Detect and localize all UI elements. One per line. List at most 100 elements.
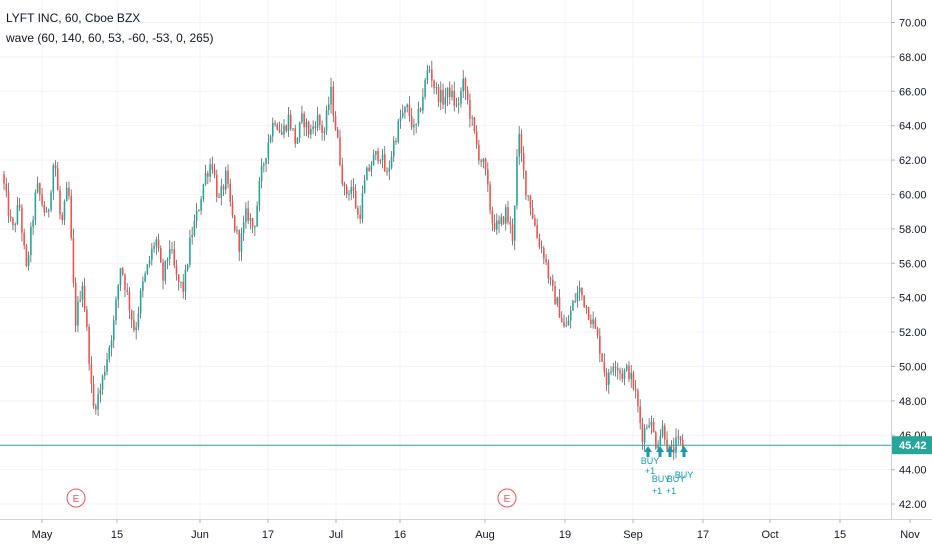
price-tick-label: 54.00 (899, 293, 927, 305)
candle-down (655, 432, 657, 449)
candle-down (590, 319, 592, 325)
candle-down (74, 282, 77, 326)
candle-down (603, 361, 606, 373)
candle-down (585, 306, 588, 308)
candle-up (457, 103, 460, 105)
candle-up (572, 301, 574, 311)
chart-title[interactable]: LYFT INC, 60, Cboe BZX (6, 11, 141, 25)
candle-down (408, 104, 411, 116)
candle-up (390, 156, 393, 168)
buy-signal-count: +1 (652, 486, 662, 496)
last-price-tag: 45.42 (892, 436, 932, 455)
time-tick-label: Aug (475, 529, 495, 541)
candle-up (198, 210, 200, 212)
candle-down (319, 115, 321, 125)
indicator-legend[interactable]: wave (60, 140, 60, 53, -60, -53, 0, 265) (6, 31, 214, 45)
time-tick-label: 17 (262, 529, 274, 541)
time-axis-labels: May 15 Jun 17 Jul 16 Aug 19 Sep 17 Oct 15 Nov (32, 519, 920, 541)
candle-up (623, 370, 626, 379)
candle-up (388, 167, 391, 172)
candle-down (543, 248, 545, 259)
candle-up (296, 137, 299, 144)
candle-up (110, 340, 113, 348)
candle-up (101, 375, 104, 390)
candle-down (466, 90, 469, 100)
candle-up (422, 96, 424, 111)
candle-down (359, 214, 361, 219)
time-tick-label: 15 (111, 529, 123, 541)
candle-down (345, 186, 348, 194)
candle-down (218, 196, 220, 198)
candle-down (666, 439, 668, 449)
candle-down (130, 310, 133, 320)
time-tick-label: Oct (761, 529, 778, 541)
candle-down (664, 425, 666, 440)
candle-up (381, 154, 384, 161)
candle-up (316, 115, 319, 128)
buy-signal-label: BUY (667, 474, 686, 484)
candle-down (621, 373, 624, 379)
candles (3, 60, 684, 461)
candle-up (36, 183, 39, 193)
candle-down (336, 129, 339, 138)
candle-up (139, 290, 142, 314)
candle-down (343, 183, 346, 187)
candle-up (643, 428, 646, 443)
candle-up (119, 268, 122, 286)
candle-up (401, 112, 404, 118)
candle-up (142, 281, 144, 291)
candle-down (280, 132, 283, 135)
candle-up (578, 287, 581, 293)
candle-up (482, 158, 485, 162)
candle-down (448, 87, 451, 98)
candle-down (489, 184, 491, 211)
candle-down (453, 90, 456, 106)
candle-up (63, 201, 66, 221)
candle-up (496, 220, 498, 230)
candle-down (276, 124, 279, 130)
candle-down (56, 168, 59, 191)
candle-up (363, 180, 366, 194)
candle-up (404, 107, 406, 113)
candle-down (231, 201, 234, 216)
candle-up (263, 163, 265, 166)
candle-up (426, 70, 429, 81)
candle-down (619, 370, 621, 374)
candle-down (182, 281, 184, 292)
earnings-marker-icon (66, 488, 86, 508)
candle-down (487, 169, 489, 185)
candle-up (446, 87, 449, 98)
candle-up (32, 219, 34, 227)
candle-up (106, 359, 108, 372)
candle-down (520, 134, 523, 154)
candle-up (350, 186, 352, 194)
candle-up (630, 372, 632, 380)
price-tick-label: 64.00 (899, 121, 927, 133)
price-tick-label: 60.00 (899, 189, 927, 201)
candle-up (413, 124, 415, 128)
candle-up (661, 425, 664, 437)
candle-down (339, 137, 341, 165)
candle-down (511, 224, 514, 241)
candle-up (576, 292, 579, 302)
candle-down (529, 195, 532, 208)
candle-down (332, 86, 335, 116)
candle-up (462, 78, 464, 92)
time-axis[interactable] (0, 519, 932, 550)
candle-down (681, 439, 684, 450)
candle-up (272, 122, 274, 137)
buy-signal-label: BUY (641, 456, 660, 466)
candle-up (269, 136, 272, 143)
candle-up (267, 142, 270, 158)
candle-up (330, 86, 332, 105)
candle-up (224, 170, 227, 190)
candle-down (334, 115, 337, 130)
candle-up (460, 91, 462, 104)
candle-down (162, 262, 164, 281)
earnings-marker-label: E (73, 494, 80, 505)
candle-up (260, 165, 263, 182)
candle-up (659, 436, 662, 446)
price-axis[interactable] (891, 0, 932, 519)
